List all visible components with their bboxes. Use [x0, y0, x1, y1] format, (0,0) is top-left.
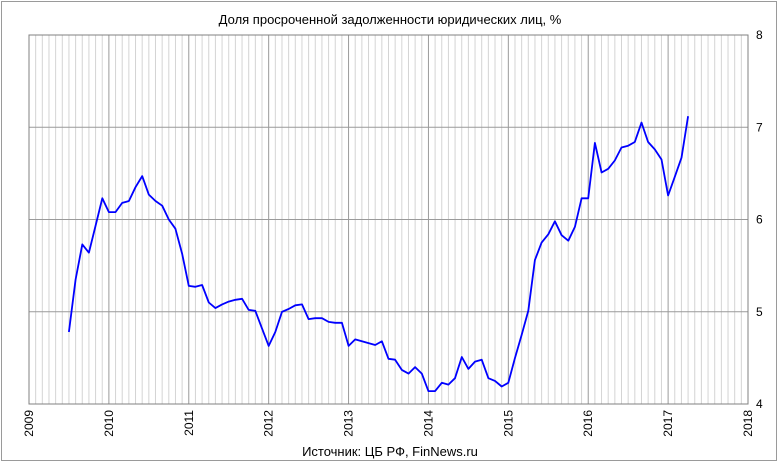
x-tick-label: 2012: [262, 410, 276, 437]
y-tick-label: 5: [756, 305, 763, 319]
series: [68, 116, 689, 393]
x-tick-label: 2015: [501, 410, 515, 437]
x-tick-label: 2010: [102, 410, 116, 437]
x-tick-label: 2014: [421, 410, 435, 437]
series-line: [68, 116, 689, 393]
plot-area: [28, 34, 749, 405]
x-tick-label: 2016: [581, 410, 595, 437]
x-tick-label: 2013: [342, 410, 356, 437]
y-tick-label: 8: [756, 28, 763, 42]
tick-labels: 2009 2010 2011 2012 2013 2014 2015 2016 2017 2018…: [22, 28, 763, 437]
grid: [28, 34, 749, 405]
x-tick-label: 2018: [741, 410, 755, 437]
y-tick-label: 7: [756, 120, 763, 134]
chart-title: Доля просроченной задолженности юридичес…: [218, 12, 562, 27]
x-tick-label: 2011: [182, 410, 196, 436]
y-tick-label: 4: [756, 397, 763, 411]
x-tick-label: 2017: [661, 410, 675, 437]
y-tick-label: 6: [756, 213, 763, 227]
x-tick-label: 2009: [22, 410, 36, 437]
source-note: Источник: ЦБ РФ, FinNews.ru: [302, 444, 478, 459]
